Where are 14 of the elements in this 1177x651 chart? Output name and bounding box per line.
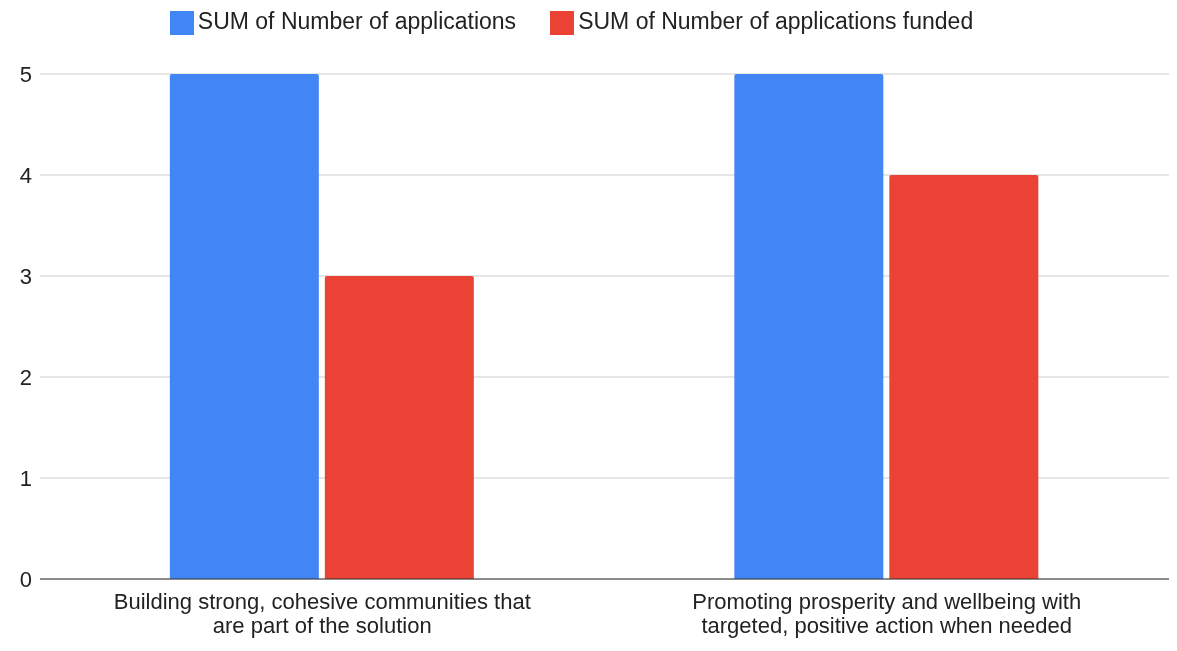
bar: [169, 74, 319, 579]
x-tick-label: Building strong, cohesive communities that are part of the solution: [113, 589, 531, 638]
legend-label: SUM of Number of applications: [197, 8, 517, 34]
y-tick-label: 1: [19, 465, 32, 491]
y-tick-label: 2: [19, 364, 32, 390]
y-tick-label: 4: [19, 162, 32, 188]
bar: [324, 276, 474, 579]
bar: [889, 175, 1039, 579]
bar: [734, 74, 884, 579]
y-tick-label: 0: [19, 566, 32, 592]
y-tick-label: 5: [19, 61, 32, 87]
x-tick-label: Promoting prosperity and wellbeing with targeted, positive action when needed: [692, 589, 1082, 638]
legend-label: SUM of Number of applications funded: [578, 8, 974, 34]
y-tick-label: 3: [19, 263, 32, 289]
